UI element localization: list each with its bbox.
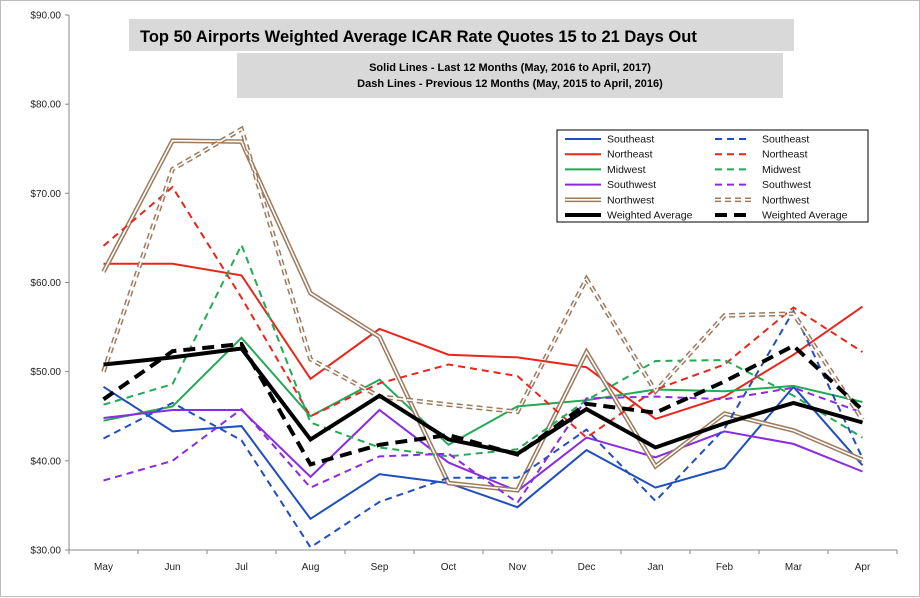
legend-box (556, 129, 869, 223)
series-southeast-dash (103, 308, 864, 549)
legend-label-weighted-average-dash: Weighted Average (762, 210, 848, 222)
y-tick-label: $50.00 (30, 367, 61, 378)
series-southwest-dash (103, 386, 863, 505)
legend-label-northeast-solid: Northeast (607, 149, 653, 161)
subtitle-box (237, 53, 783, 98)
x-tick-label: Mar (785, 562, 803, 573)
legend-label-southeast-solid: Southeast (607, 134, 654, 146)
x-tick-label: Apr (855, 562, 871, 573)
y-tick-label: $70.00 (30, 189, 61, 200)
x-tick-label: Feb (716, 562, 734, 573)
chart-title: Top 50 Airports Weighted Average ICAR Ra… (140, 28, 697, 46)
series-southeast-solid (102, 385, 864, 521)
y-tick-label: $60.00 (30, 278, 61, 289)
subtitle-line-solid: Solid Lines - Last 12 Months (May, 2016 … (369, 62, 651, 74)
legend-label-northeast-dash: Northeast (762, 149, 808, 161)
x-tick-label: Aug (302, 562, 320, 573)
legend: Southeast Northeast Midwest Southwest Northw… (565, 134, 848, 222)
legend-label-weighted-average-solid: Weighted Average (607, 210, 693, 222)
series-weighted-average-dash (102, 341, 864, 467)
title-box (129, 19, 794, 51)
series-layer (101, 125, 865, 549)
legend-label-midwest-dash: Midwest (762, 164, 801, 176)
series-northwest-dash-inner (102, 127, 864, 421)
y-tick-label: $30.00 (30, 546, 61, 557)
subtitle-line-dash: Dash Lines - Previous 12 Months (May, 20… (357, 78, 663, 90)
legend-label-southeast-dash: Southeast (762, 134, 809, 146)
legend-label-northwest-dash: Northwest (762, 194, 809, 206)
x-tick-label: Dec (578, 562, 596, 573)
legend-label-northwest-solid: Northwest (607, 194, 654, 206)
x-tick-label: Nov (509, 562, 527, 573)
y-tick-label: $40.00 (30, 456, 61, 467)
y-tick-label: $90.00 (30, 11, 61, 22)
series-northeast-solid (103, 262, 864, 421)
legend-label-southwest-solid: Southwest (607, 179, 656, 191)
series-weighted-average-solid (103, 346, 864, 456)
x-tick-label: Jul (235, 562, 248, 573)
series-northwest-solid-inner (102, 139, 863, 492)
x-tick-label: Jan (647, 562, 663, 573)
x-tick-label: Oct (441, 562, 457, 573)
x-axis-ticks: May Jun Jul Aug Sep Oct Nov Dec Jan Feb Mar Apr (68, 550, 898, 573)
x-tick-label: May (94, 562, 113, 573)
x-tick-label: Sep (371, 562, 389, 573)
legend-label-midwest-solid: Midwest (607, 164, 646, 176)
series-northeast-dash (102, 185, 864, 439)
y-tick-label: $80.00 (30, 100, 61, 111)
x-tick-label: Jun (164, 562, 180, 573)
legend-label-southwest-dash: Southwest (762, 179, 811, 191)
y-axis-ticks: $30.00 $40.00 $50.00 $60.00 $70.00 $80.00 $90.… (30, 11, 69, 557)
